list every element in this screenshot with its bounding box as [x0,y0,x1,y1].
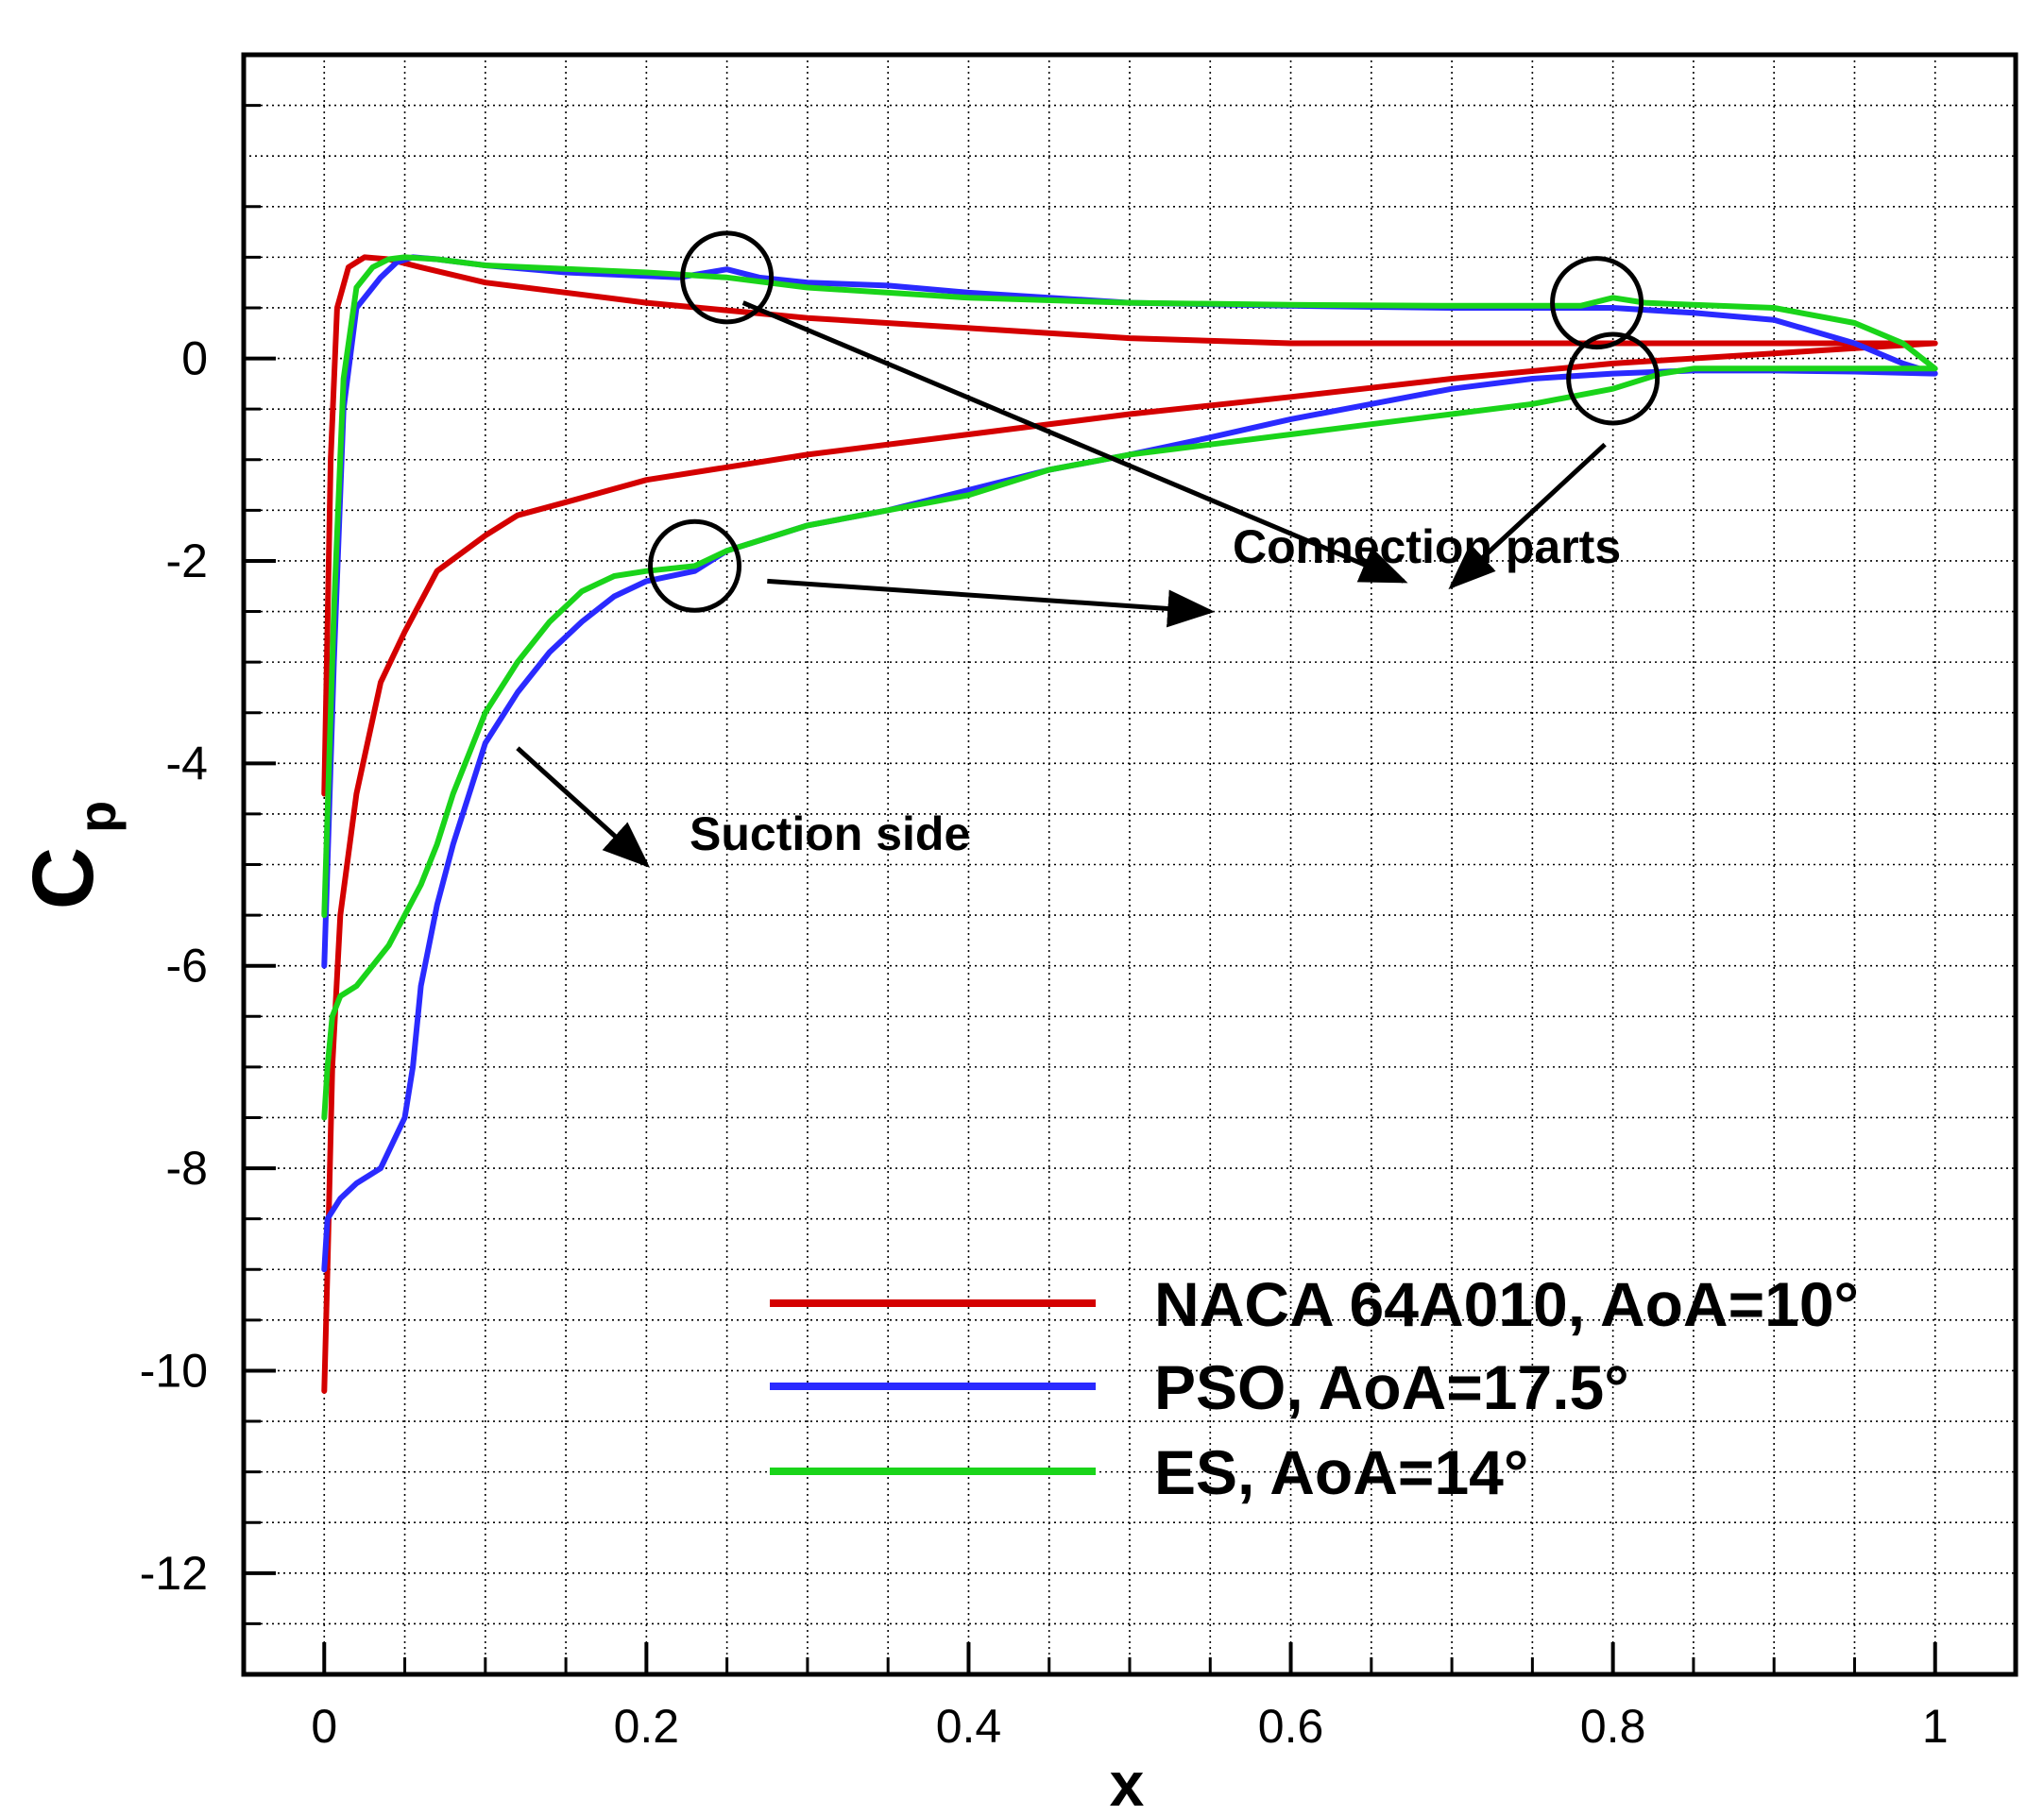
y-axis-label: C p [15,801,127,909]
annotation-arrow [516,746,651,868]
x-tick-label: 0.4 [936,1700,1002,1753]
ticks: 0 0.2 0.4 0.6 0.8 1 0 -2 -4 -6 -8 -10 -12 [140,53,2018,1753]
x-tick-label: 0 [311,1700,337,1753]
annotation-arrow [741,300,1408,584]
y-tick-label: -12 [140,1547,208,1600]
annotation-arrow [767,578,1216,628]
x-tick-label: 0.8 [1580,1700,1646,1753]
series-layer [321,254,1938,1394]
x-tick-label: 0.6 [1258,1700,1324,1753]
series-line-2 [321,254,1938,1273]
x-tick-label: 1 [1922,1700,1949,1753]
y-tick-label: -4 [166,737,208,789]
series-line-3 [321,254,1938,1121]
y-axis-label-main: C [15,847,111,909]
y-tick-label: 0 [181,332,208,385]
y-tick-label: -6 [166,940,208,993]
x-axis-label: x [1110,1749,1145,1816]
legend-label-2: PSO, AoA=17.5° [1154,1352,1629,1422]
suction-side-label: Suction side [690,807,970,860]
legend: NACA 64A010, AoA=10° PSO, AoA=17.5° ES, Ao… [770,1269,1859,1507]
annotation-circle [680,230,775,325]
annotation-layer [516,230,1661,868]
annotation-circle [1550,256,1644,350]
legend-label-3: ES, AoA=14° [1154,1437,1528,1507]
connection-parts-label: Connection parts [1233,520,1621,573]
series-line-1 [321,254,1938,1394]
x-tick-label: 0.2 [614,1700,680,1753]
y-tick-label: -8 [166,1142,208,1195]
annotation-circle [1566,331,1661,426]
annotation-arrow [1448,442,1607,590]
y-tick-label: -2 [166,535,208,587]
legend-label-1: NACA 64A010, AoA=10° [1154,1269,1859,1339]
annotation-circle [648,518,742,613]
y-tick-label: -10 [140,1344,208,1397]
y-axis-label-subscript: p [67,801,127,833]
